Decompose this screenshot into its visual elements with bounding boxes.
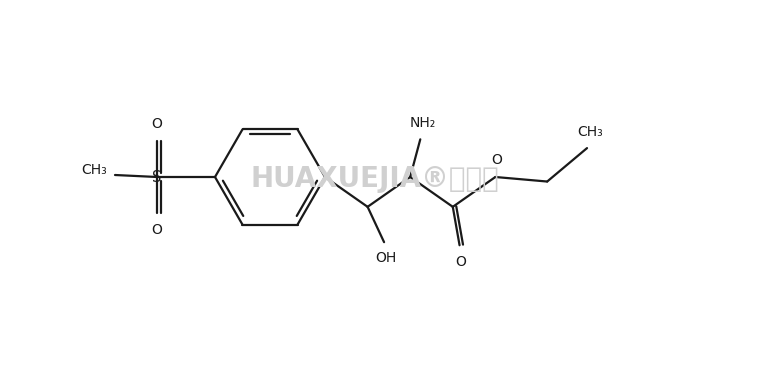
Text: CH₃: CH₃ xyxy=(81,163,107,177)
Text: S: S xyxy=(153,170,162,185)
Text: CH₃: CH₃ xyxy=(577,125,603,139)
Text: O: O xyxy=(152,223,162,237)
Text: O: O xyxy=(455,255,466,269)
Text: O: O xyxy=(152,117,162,131)
Text: HUAXUEJIA®化学加: HUAXUEJIA®化学加 xyxy=(250,165,499,193)
Text: NH₂: NH₂ xyxy=(409,116,436,130)
Text: OH: OH xyxy=(376,251,397,265)
Text: O: O xyxy=(491,153,502,167)
